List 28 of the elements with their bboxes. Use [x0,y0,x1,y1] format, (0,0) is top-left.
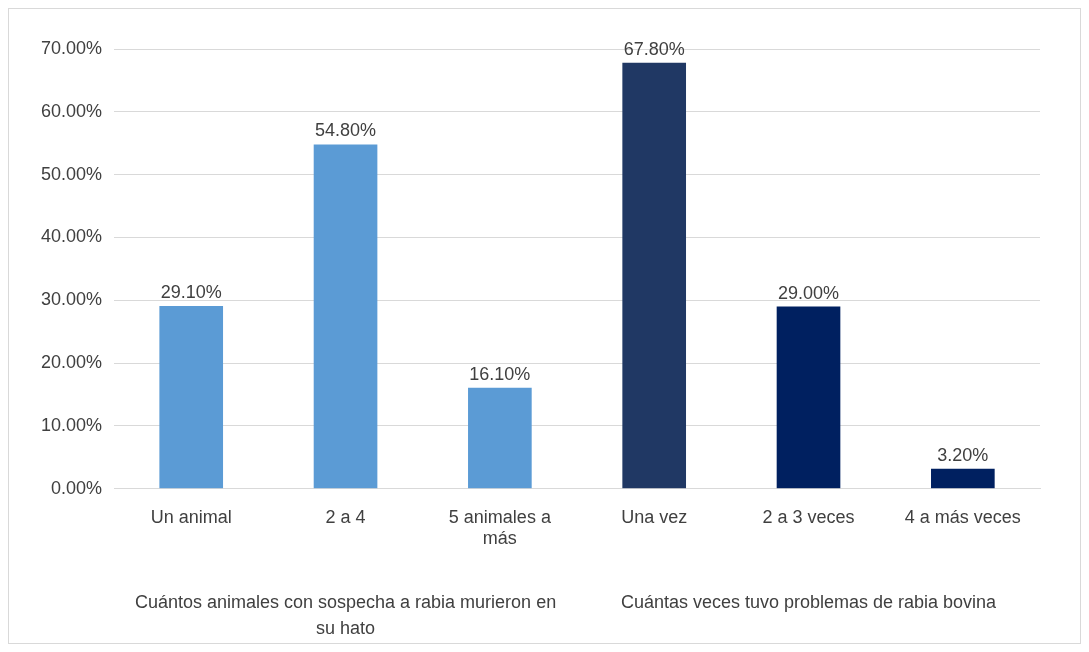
y-tick-label: 0.00% [51,477,103,498]
bar [159,305,224,489]
data-label: 16.10% [469,363,531,384]
data-label: 54.80% [315,120,377,141]
data-label: 29.10% [160,281,222,302]
data-label: 67.80% [623,38,685,59]
x-tick-label: 2 a 3 veces [762,506,855,527]
x-tick-label: Un animal [150,506,232,527]
bar [776,306,841,489]
text: Cuántas veces tuvo problemas de rabia bovina [620,591,998,612]
x-tick-label: 2 a 4 [325,506,366,527]
y-tick-label: 70.00% [40,37,103,58]
y-tick-label: 60.00% [40,100,103,121]
y-tick-label: 10.00% [40,414,103,435]
data-label: 3.20% [937,444,989,465]
y-tick-label: 20.00% [40,352,103,373]
x-tick-label: 5 animales a más [448,506,552,549]
bar [313,144,378,489]
y-tick-label: 40.00% [40,226,103,247]
bar [622,62,687,489]
y-tick-label: 50.00% [40,163,103,184]
data-label: 29.00% [777,282,840,303]
x-tick-label: 4 a más veces [904,506,1021,527]
y-tick-label: 30.00% [40,289,103,310]
bar [931,468,995,489]
x-tick-label: Una vez [621,506,688,527]
bar [468,387,532,489]
text: Cuántos animales con sospecha a rabia murieron en su hato [134,591,557,638]
